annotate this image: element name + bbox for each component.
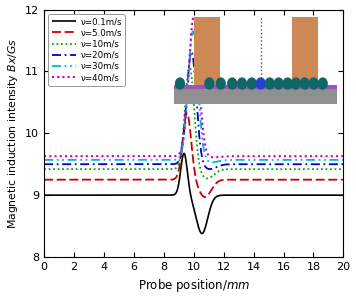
Line: ν=30m/s: ν=30m/s xyxy=(44,31,344,162)
Line: ν=10m/s: ν=10m/s xyxy=(44,65,344,178)
ν=20m/s xyxy=(260,162,264,166)
Y-axis label: Magnetic induction intensity $Bx$/$Gs$: Magnetic induction intensity $Bx$/$Gs$ xyxy=(6,38,20,229)
Line: ν=5.0m/s: ν=5.0m/s xyxy=(44,113,344,197)
ν=0.1m/s xyxy=(317,194,321,197)
ν=30m/s xyxy=(168,158,172,162)
ν=0.1m/s xyxy=(332,194,336,197)
ν=10m/s xyxy=(42,167,46,171)
ν=10m/s xyxy=(260,167,264,171)
ν=20m/s xyxy=(208,167,212,171)
ν=10m/s xyxy=(168,167,172,171)
ν=0.1m/s xyxy=(184,162,189,165)
ν=30m/s xyxy=(210,160,214,164)
ν=40m/s xyxy=(168,154,172,158)
ν=0.1m/s xyxy=(170,193,174,197)
ν=10m/s xyxy=(341,167,346,171)
ν=10m/s xyxy=(317,167,321,171)
ν=0.1m/s xyxy=(260,194,264,197)
ν=30m/s xyxy=(184,107,188,110)
ν=40m/s xyxy=(192,15,196,19)
Line: ν=0.1m/s: ν=0.1m/s xyxy=(44,153,344,233)
ν=10m/s xyxy=(170,167,174,171)
ν=30m/s xyxy=(317,158,321,162)
ν=5.0m/s xyxy=(341,178,346,181)
ν=40m/s xyxy=(317,154,321,158)
ν=40m/s xyxy=(211,155,216,159)
ν=20m/s xyxy=(332,162,336,166)
ν=40m/s xyxy=(332,154,336,158)
ν=5.0m/s xyxy=(168,178,172,181)
ν=30m/s xyxy=(170,158,174,162)
ν=40m/s xyxy=(170,154,174,158)
ν=30m/s xyxy=(341,158,346,162)
ν=0.1m/s xyxy=(168,194,172,197)
Legend: ν=0.1m/s, ν=5.0m/s, ν=10m/s, ν=20m/s, ν=30m/s, ν=40m/s: ν=0.1m/s, ν=5.0m/s, ν=10m/s, ν=20m/s, ν=… xyxy=(48,14,125,86)
ν=20m/s xyxy=(168,162,172,166)
ν=40m/s xyxy=(184,107,188,110)
X-axis label: Probe position/$mm$: Probe position/$mm$ xyxy=(138,278,250,294)
ν=5.0m/s xyxy=(260,178,264,181)
ν=40m/s xyxy=(42,154,46,158)
ν=40m/s xyxy=(260,154,264,158)
ν=30m/s xyxy=(332,158,336,162)
ν=10m/s xyxy=(187,64,192,67)
ν=5.0m/s xyxy=(332,178,336,181)
ν=20m/s xyxy=(341,162,346,166)
ν=10m/s xyxy=(332,167,336,171)
ν=20m/s xyxy=(317,162,321,166)
ν=0.1m/s xyxy=(42,194,46,197)
ν=20m/s xyxy=(184,100,188,103)
Line: ν=20m/s: ν=20m/s xyxy=(44,52,344,169)
ν=0.1m/s xyxy=(200,232,204,235)
Line: ν=40m/s: ν=40m/s xyxy=(44,17,344,157)
ν=5.0m/s xyxy=(203,195,207,199)
ν=10m/s xyxy=(205,177,210,180)
ν=20m/s xyxy=(170,162,174,166)
ν=5.0m/s xyxy=(184,112,188,116)
ν=20m/s xyxy=(42,162,46,166)
ν=10m/s xyxy=(184,88,188,91)
ν=5.0m/s xyxy=(42,178,46,181)
ν=5.0m/s xyxy=(185,111,189,115)
ν=30m/s xyxy=(191,29,195,33)
ν=20m/s xyxy=(189,50,194,54)
ν=0.1m/s xyxy=(341,194,346,197)
ν=30m/s xyxy=(42,158,46,162)
ν=40m/s xyxy=(341,154,346,158)
ν=0.1m/s xyxy=(182,152,186,155)
ν=5.0m/s xyxy=(170,178,174,181)
ν=30m/s xyxy=(260,158,264,162)
ν=5.0m/s xyxy=(317,178,321,181)
